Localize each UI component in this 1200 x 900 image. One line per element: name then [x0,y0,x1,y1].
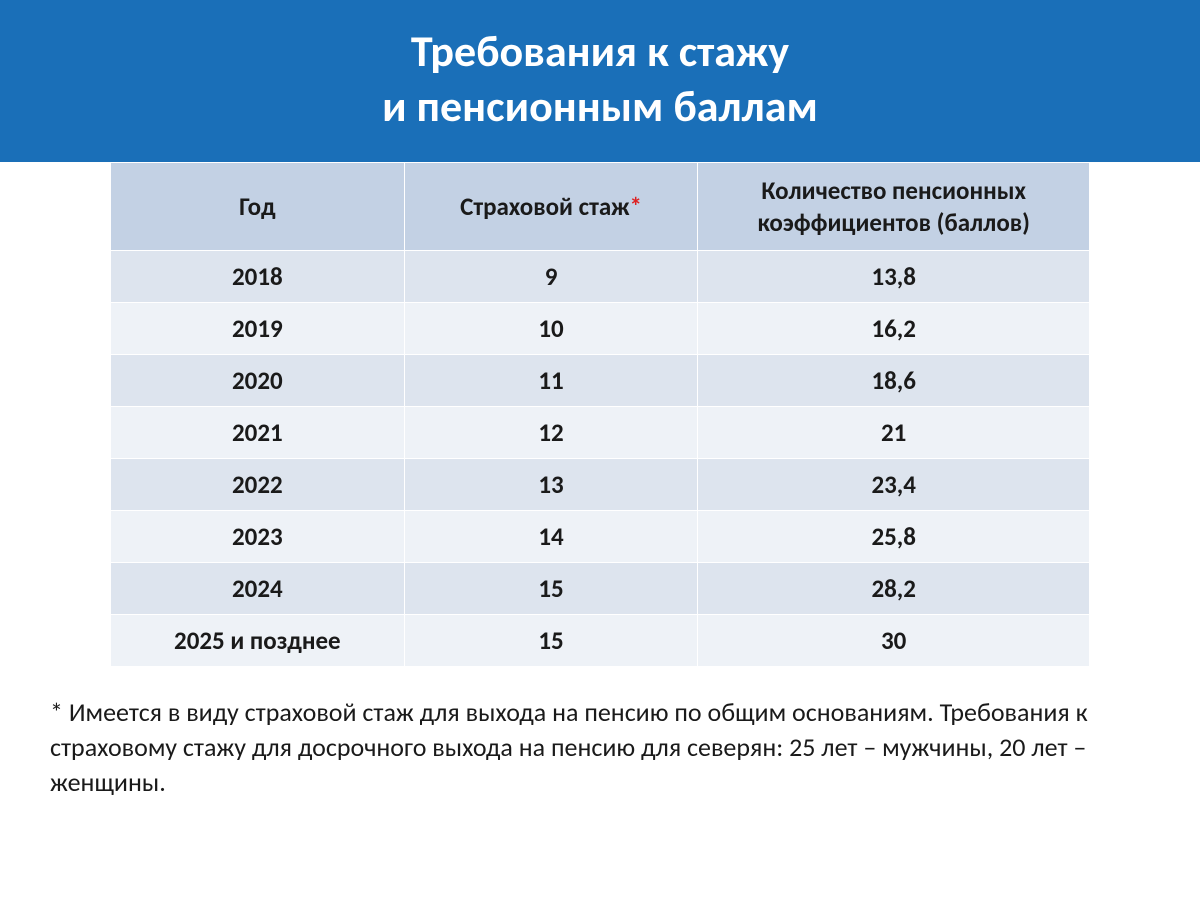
table-row: 2025 и позднее 15 30 [111,615,1090,667]
table-row: 2019 10 16,2 [111,303,1090,355]
table-row: 2024 15 28,2 [111,563,1090,615]
table-container: Год Страховой стаж* Количество пенсионны… [0,162,1200,667]
footnote-text: * Имеется в виду страховой стаж для выхо… [50,696,1088,798]
cell-points: 25,8 [698,511,1090,563]
table-body: 2018 9 13,8 2019 10 16,2 2020 11 18,6 20… [111,251,1090,667]
cell-points: 30 [698,615,1090,667]
col-header-year: Год [111,163,405,251]
cell-stazh: 10 [404,303,698,355]
cell-points: 16,2 [698,303,1090,355]
cell-points: 18,6 [698,355,1090,407]
table-row: 2023 14 25,8 [111,511,1090,563]
cell-year: 2022 [111,459,405,511]
table-row: 2021 12 21 [111,407,1090,459]
cell-points: 28,2 [698,563,1090,615]
cell-points: 13,8 [698,251,1090,303]
footnote: * Имеется в виду страховой стаж для выхо… [0,667,1200,800]
col-header-stazh: Страховой стаж* [404,163,698,251]
cell-year: 2018 [111,251,405,303]
cell-year: 2020 [111,355,405,407]
cell-stazh: 11 [404,355,698,407]
cell-year: 2025 и позднее [111,615,405,667]
table-row: 2018 9 13,8 [111,251,1090,303]
asterisk-icon: * [630,191,642,222]
table-row: 2020 11 18,6 [111,355,1090,407]
cell-stazh: 12 [404,407,698,459]
cell-year: 2023 [111,511,405,563]
cell-stazh: 15 [404,615,698,667]
cell-stazh: 9 [404,251,698,303]
table-header-row: Год Страховой стаж* Количество пенсионны… [111,163,1090,251]
requirements-table: Год Страховой стаж* Количество пенсионны… [110,162,1090,667]
cell-points: 21 [698,407,1090,459]
page-title: Требования к стажу и пенсионным баллам [0,24,1200,134]
cell-year: 2019 [111,303,405,355]
cell-stazh: 15 [404,563,698,615]
col-header-stazh-text: Страховой стаж [460,191,629,222]
cell-stazh: 13 [404,459,698,511]
cell-year: 2021 [111,407,405,459]
cell-year: 2024 [111,563,405,615]
cell-points: 23,4 [698,459,1090,511]
title-line-1: Требования к стажу [411,24,789,78]
table-row: 2022 13 23,4 [111,459,1090,511]
title-line-2: и пенсионным баллам [382,79,818,133]
title-banner: Требования к стажу и пенсионным баллам [0,0,1200,162]
cell-stazh: 14 [404,511,698,563]
col-header-points: Количество пенсионных коэффициентов (бал… [698,163,1090,251]
